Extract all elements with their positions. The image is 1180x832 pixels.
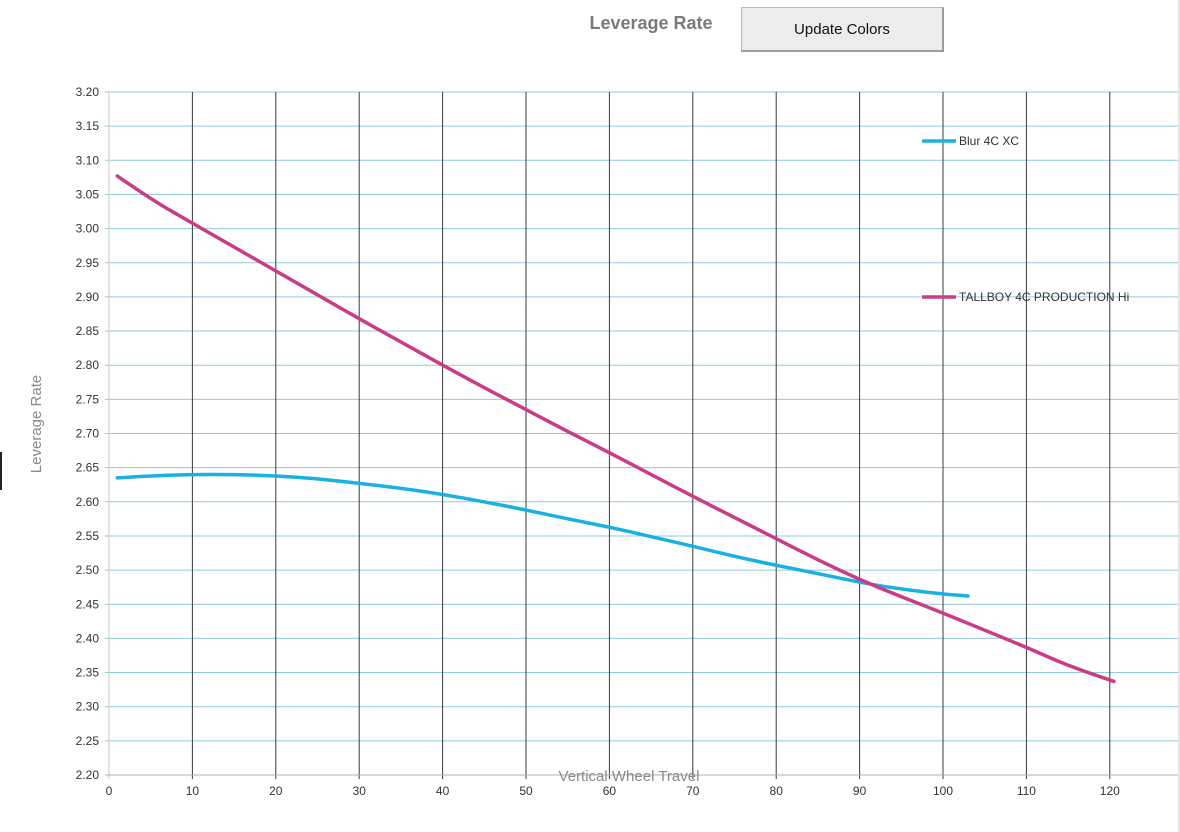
y-tick-label: 2.80 (76, 358, 100, 372)
y-tick-label: 3.05 (76, 187, 100, 201)
y-tick-label: 2.35 (76, 666, 100, 680)
x-tick-label: 0 (106, 784, 113, 798)
y-tick-label: 2.25 (76, 734, 100, 748)
left-edge-marker (0, 452, 2, 490)
y-tick-label: 2.95 (76, 256, 100, 270)
y-tick-label: 3.00 (76, 222, 100, 236)
y-tick-label: 3.20 (76, 85, 100, 99)
y-tick-label: 3.15 (76, 119, 100, 133)
x-tick-labels: 0 10 20 30 40 50 60 70 80 90 100 110 120 (106, 784, 1120, 798)
x-tick-label: 50 (519, 784, 533, 798)
y-axis-title: Leverage Rate (28, 375, 45, 473)
y-tick-label: 3.10 (76, 153, 100, 167)
y-tick-label: 2.85 (76, 324, 100, 338)
x-tick-label: 90 (853, 784, 867, 798)
y-tick-label: 2.55 (76, 529, 100, 543)
x-tick-label: 120 (1100, 784, 1120, 798)
y-tick-label: 2.90 (76, 290, 100, 304)
x-tick-label: 10 (186, 784, 200, 798)
legend: Blur 4C XC TALLBOY 4C PRODUCTION Hi (922, 134, 1129, 304)
x-tick-label: 30 (353, 784, 367, 798)
window-right-border (1178, 0, 1180, 832)
chart-title: Leverage Rate (589, 13, 713, 33)
series-lines (115, 174, 1116, 684)
x-tick-label: 110 (1017, 784, 1036, 798)
y-tick-label: 2.40 (76, 631, 100, 645)
y-tick-label: 2.20 (76, 768, 100, 782)
y-tick-label: 2.60 (76, 495, 100, 509)
y-tick-label: 2.45 (76, 597, 100, 611)
x-tick-label: 100 (933, 784, 953, 798)
legend-label: Blur 4C XC (959, 134, 1019, 148)
series-line-1 (115, 174, 1116, 684)
y-tick-label: 2.65 (76, 461, 100, 475)
x-tick-label: 60 (603, 784, 617, 798)
legend-label: TALLBOY 4C PRODUCTION Hi (959, 290, 1129, 304)
vertical-gridlines (108, 92, 1111, 779)
series-line-0 (115, 472, 970, 598)
y-tick-label: 2.30 (76, 700, 100, 714)
x-tick-label: 40 (436, 784, 450, 798)
y-tick-label: 2.75 (76, 392, 100, 406)
horizontal-gridlines (105, 91, 1178, 776)
y-tick-label: 2.70 (76, 427, 100, 441)
y-tick-label: 2.50 (76, 563, 100, 577)
x-tick-label: 20 (269, 784, 283, 798)
x-tick-label: 70 (686, 784, 700, 798)
update-colors-button[interactable]: Update Colors (741, 7, 944, 52)
x-axis-title: Vertical Wheel Travel (559, 768, 700, 785)
y-tick-labels: 2.20 2.25 2.30 2.35 2.40 2.45 2.50 2.55 2.60 2.65… (76, 85, 100, 782)
x-tick-label: 80 (770, 784, 784, 798)
